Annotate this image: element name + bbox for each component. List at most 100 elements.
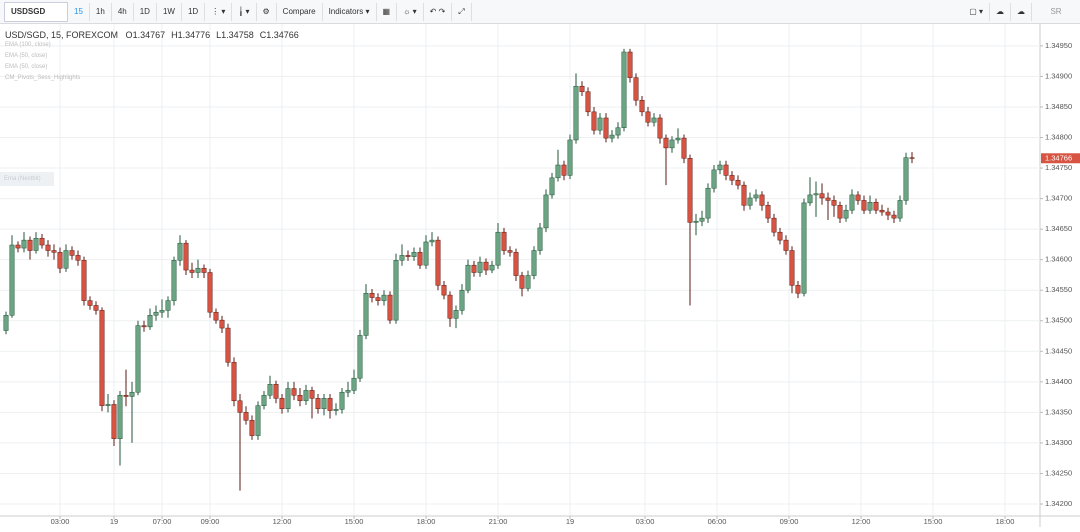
x-tick-label: 12:00 [273,517,292,526]
candle-body [543,194,549,229]
candle-body [705,187,711,219]
candle-body [741,184,747,206]
y-tick-label: 1.34600 [1045,255,1072,264]
cloud-icon[interactable]: ☁ [990,2,1011,21]
candle-body [39,238,45,246]
candle-body [591,111,597,131]
candle-body [579,85,585,92]
candle-body [669,139,675,149]
candle-body [123,395,129,397]
candle-body [291,388,297,396]
candle-body [195,267,201,273]
candle-body [9,244,15,316]
candle-body [297,395,303,402]
fullscreen-icon[interactable]: ⤢ [452,2,472,21]
candle-body [561,164,567,176]
ohlc-value: 1.34766 [266,30,299,40]
candle-body [147,315,153,328]
candle-body [453,310,459,319]
cloud-save-icon[interactable]: ☁ [1011,2,1032,21]
interval[interactable]: 4h [112,2,134,21]
last-price-tag [1041,153,1080,164]
chart-area: 1.34200 1.34250 1.34300 1.34350 1.34400 1.344… [0,24,1080,532]
candle-body [171,260,177,301]
candle-body [255,405,261,436]
candle-body [513,252,519,276]
candle-body [387,294,393,321]
interval[interactable]: 15 [68,2,90,21]
interval[interactable]: 1W [157,2,182,21]
x-tick-label: 09:00 [780,517,799,526]
indicators-label: Indicators [328,6,364,16]
interval[interactable]: 1D [182,2,206,21]
compare-button[interactable]: Compare [277,2,323,21]
candle-body [789,250,795,286]
menu-icon[interactable]: ⋮ ▾ [205,2,233,21]
toolbar: USDSGD 15 1h 4h 1D 1W 1D ⋮ ▾ ╽ ▾ ⚙ Compa… [0,0,1080,24]
ohlc-value: 1.34767 [132,30,166,40]
candle-body [603,117,609,139]
alert-icon[interactable]: ☼ ▾ [397,2,424,21]
y-tick-label: 1.34350 [1045,407,1072,416]
candle-body [279,398,285,409]
candle-body [771,217,777,233]
candle-body [213,311,219,321]
candle-body [129,391,135,397]
candle-body [261,395,267,406]
candle-body [447,294,453,319]
candle-body [105,404,111,406]
y-tick-label: 1.34900 [1045,71,1072,80]
settings-icon[interactable]: ⚙ [257,2,277,21]
candle-body [873,202,879,211]
indicator: CM_Pivots_Sess_Highlights [5,75,81,81]
indicators-button[interactable]: Indicators ▾ [323,2,377,21]
candle-body [393,260,399,321]
chart-style-icon[interactable]: ╽ ▾ [232,2,257,21]
template-icon[interactable]: ▦ [377,2,398,21]
candle-body [99,310,105,406]
candle-body [357,335,363,379]
candle-body [303,390,309,402]
candle-body [51,250,57,253]
series-line: USD/SGD, 15, FOREXCOM O1.34767 H1.34776 L1… [5,30,305,40]
y-tick-label: 1.34550 [1045,285,1072,294]
legend: USD/SGD, 15, FOREXCOM O1.34767 H1.34776 L1… [5,30,305,84]
undo-redo[interactable]: ↶ ↷ [424,2,453,21]
ohlc-key: C [259,30,267,40]
candle-body [465,264,471,291]
series-title: USD/SGD, 15, FOREXCOM [5,30,119,40]
interval[interactable]: 1h [90,2,112,21]
candle-body [201,267,207,273]
symbol-input[interactable]: USDSGD [4,1,68,22]
candle-body [639,99,645,113]
y-tick-label: 1.34700 [1045,194,1072,203]
candle-body [735,180,741,186]
candle-body [609,134,615,139]
candle-body [21,239,27,249]
candle-body [399,255,405,261]
candle-body [651,117,657,123]
candle-body [285,388,291,409]
x-tick-label: 15:00 [345,517,364,526]
candle-body [807,194,813,204]
candle-body [813,193,819,196]
x-tick-label: 03:00 [51,517,70,526]
y-tick-label: 1.34450 [1045,346,1072,355]
y-tick-label: 1.34400 [1045,377,1072,386]
interval[interactable]: 1D [134,2,157,21]
layout-icon[interactable]: ▢ ▾ [963,2,990,21]
indicator: EMA (50, close) [5,64,48,70]
ohlc-key: O [125,30,133,40]
candle-body [597,117,603,131]
candle-body [423,241,429,266]
candle-body [135,325,141,393]
candle-body [783,239,789,251]
candle-body [471,264,477,273]
candle-body [309,390,315,399]
user-button[interactable]: SR [1050,6,1062,16]
candle-body [69,250,75,256]
candle-body [573,85,579,141]
candle-body [249,420,255,436]
candle-body [909,157,915,159]
